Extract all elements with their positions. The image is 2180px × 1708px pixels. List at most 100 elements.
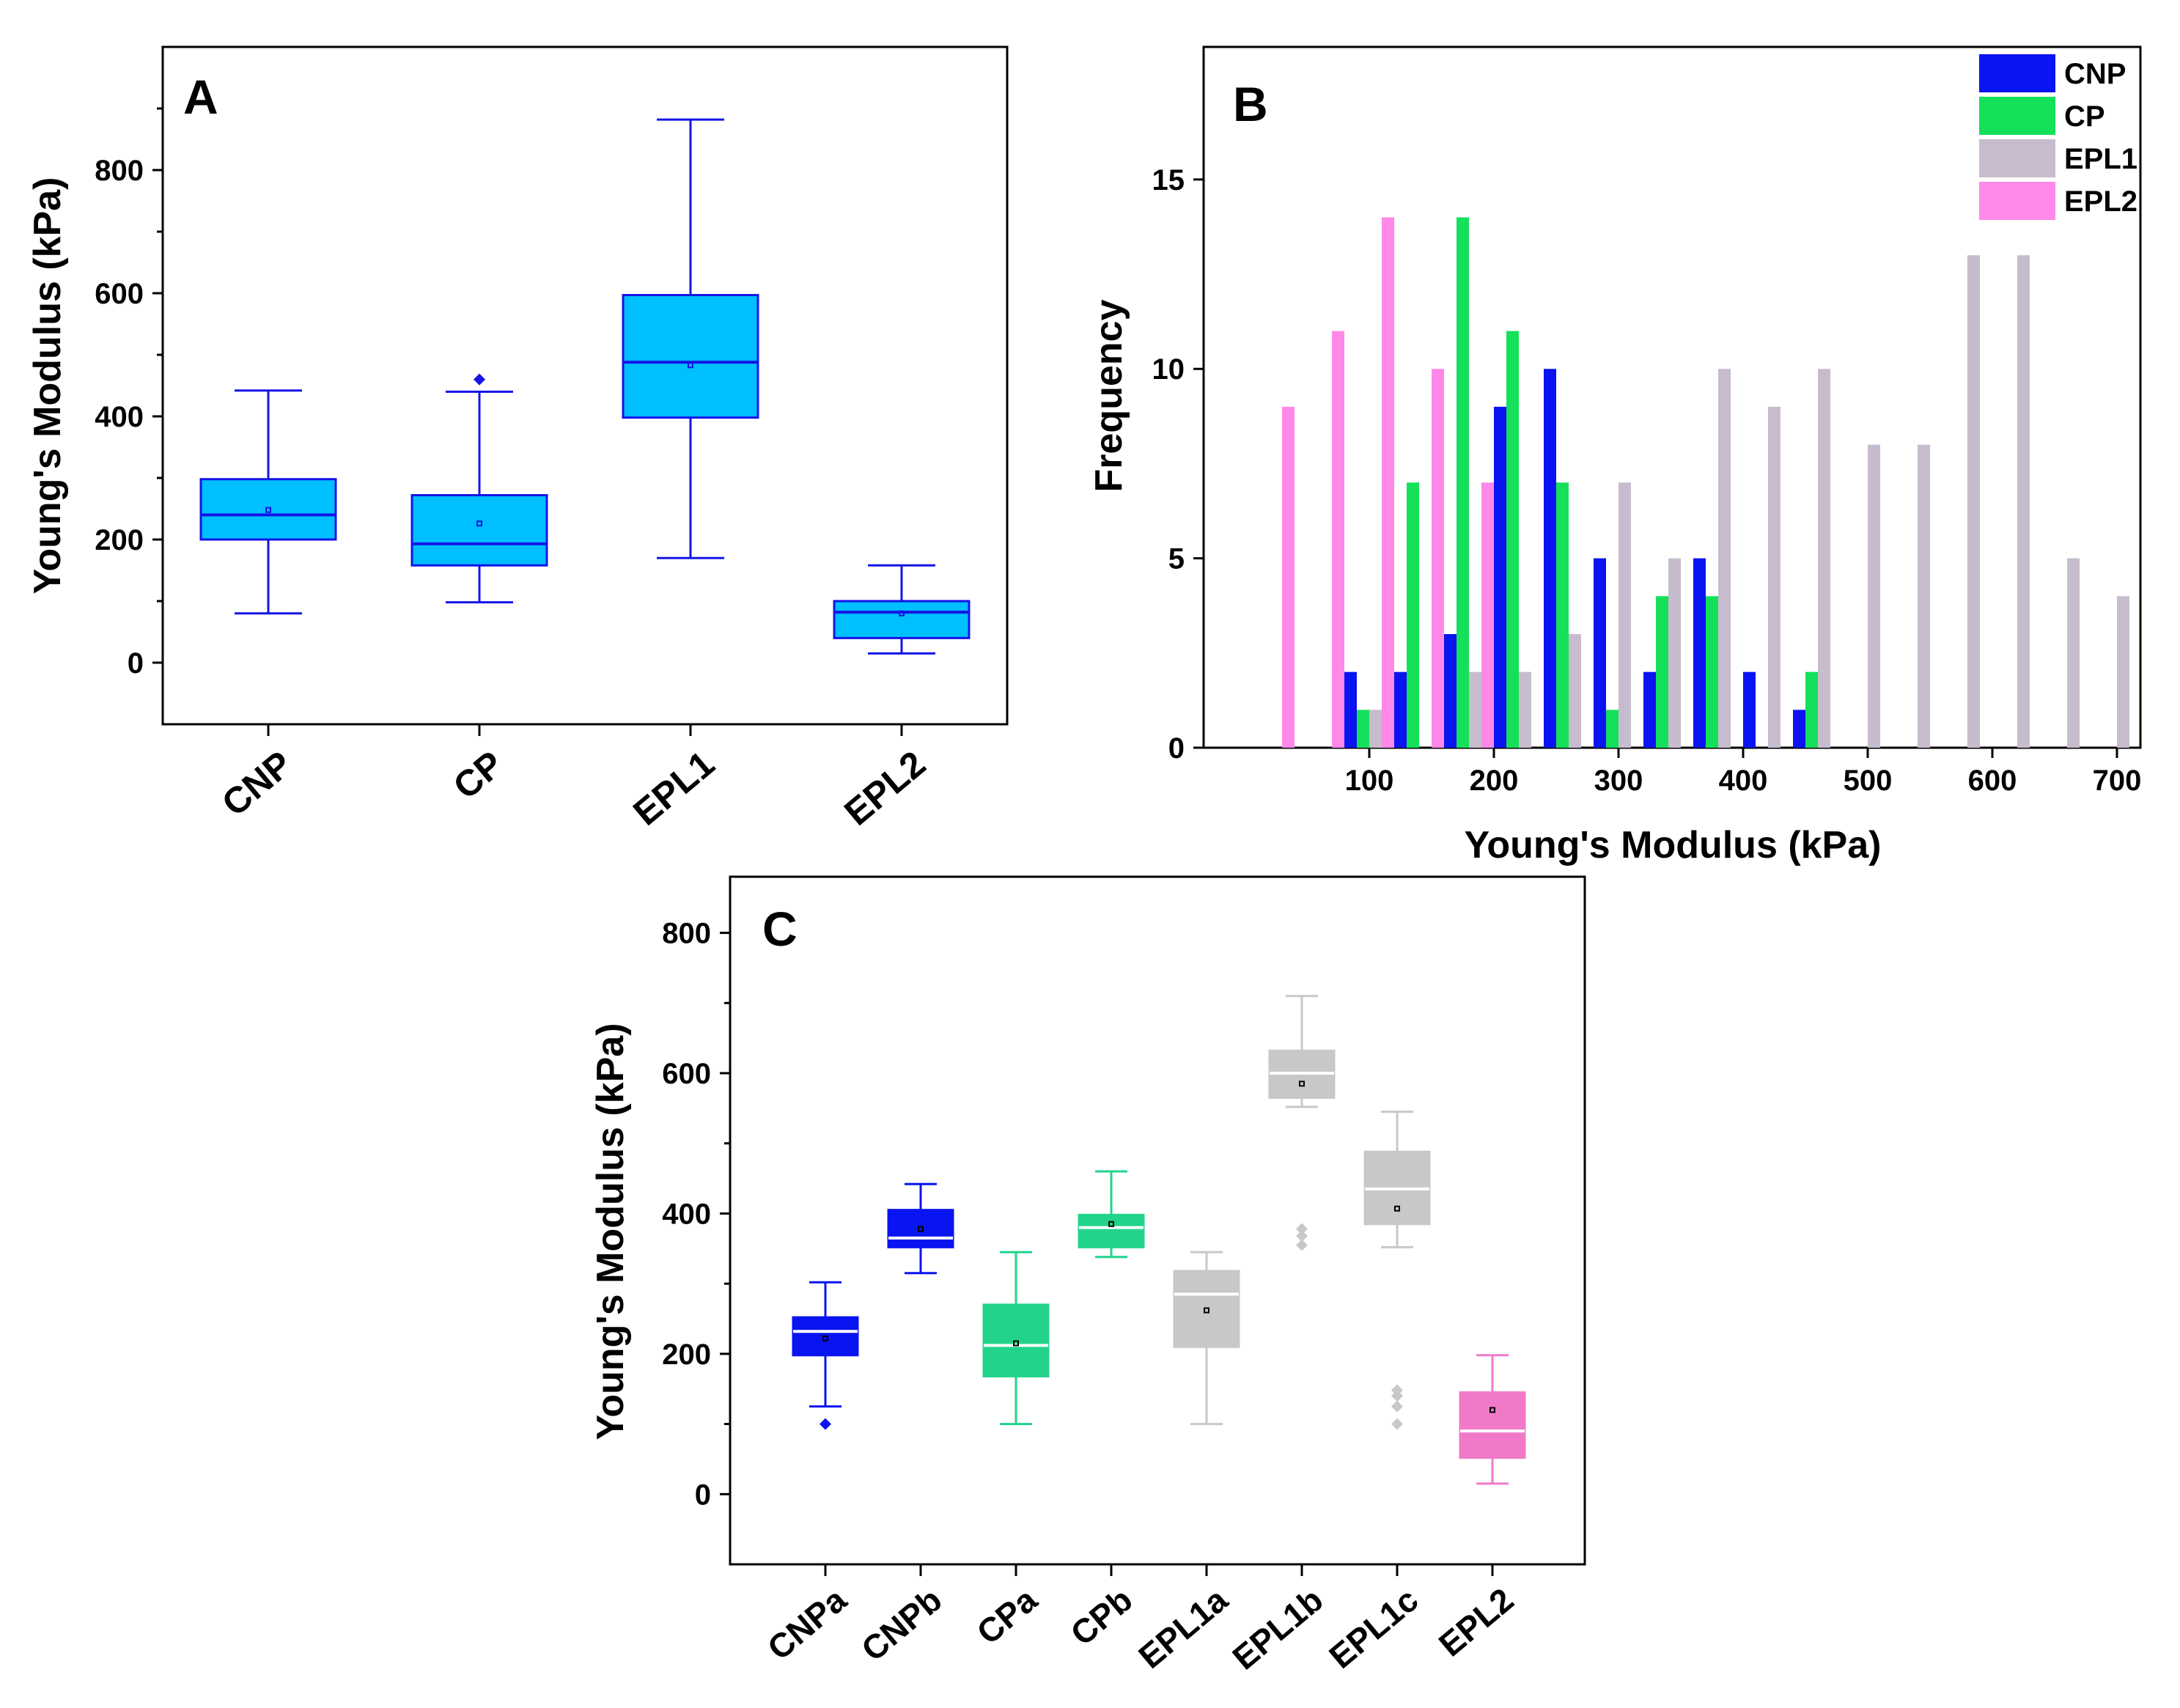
panel-b-y-axis-title: Frequency	[1088, 299, 1130, 492]
y-tick-label-5: 5	[1168, 543, 1185, 575]
y-tick-label-800: 800	[662, 918, 711, 950]
bar-cnp-460	[1793, 710, 1805, 748]
box-epl1b-outlier-2	[1296, 1223, 1308, 1235]
legend-label-cnp: CNP	[2064, 58, 2126, 90]
x-tick-label-epl1a: EPL1a	[1131, 1580, 1234, 1676]
box-epl1c-outlier-3	[1391, 1384, 1403, 1396]
panel-c-y-axis: 0 200 400 600 800	[662, 918, 730, 1511]
bar-cnp-420	[1743, 671, 1756, 748]
legend-swatch-epl2	[1979, 182, 2055, 220]
x-tick-label-100: 100	[1345, 765, 1394, 797]
panel-b-y-axis: 0 5 10 15	[1152, 164, 1204, 765]
bar-cnp-140	[1394, 671, 1407, 748]
box-cnp-mean	[265, 507, 271, 513]
y-tick-label-400: 400	[95, 401, 144, 433]
x-tick-label-epl2: EPL2	[836, 743, 933, 833]
box-cp-mean	[476, 520, 482, 527]
bar-epl1-420	[1768, 406, 1781, 748]
panel-b-letter: B	[1233, 77, 1268, 131]
box-epl1c-mean	[1394, 1205, 1400, 1212]
x-tick-label-epl2: EPL2	[1432, 1580, 1521, 1664]
x-tick-label-cpb: CPb	[1064, 1580, 1140, 1653]
bar-epl2-60	[1332, 331, 1344, 748]
box-cnpa-iqr	[792, 1316, 859, 1357]
bar-cnp-220	[1494, 406, 1506, 748]
panel-c-y-axis-title: Young's Modulus (kPa)	[589, 1023, 632, 1440]
panel-c-boxes	[792, 995, 1526, 1485]
panel-a-frame	[161, 45, 1009, 726]
y-tick-label-15: 15	[1152, 164, 1185, 196]
box-cnpb-mean	[918, 1226, 924, 1232]
y-tick-label-0: 0	[1168, 732, 1185, 765]
bar-epl2-20	[1282, 406, 1295, 748]
y-tick-label-200: 200	[95, 524, 144, 556]
panel-a-y-axis: 0 200 400 600 800	[95, 107, 163, 680]
bar-cp-340	[1656, 596, 1668, 748]
x-tick-label-epl1: EPL1	[625, 743, 722, 833]
box-epl2-mean	[1489, 1407, 1495, 1413]
bar-epl1-260	[1569, 633, 1581, 748]
x-tick-label-cnpa: CNPa	[760, 1580, 854, 1668]
legend-label-epl2: EPL2	[2064, 185, 2137, 218]
box-epl1b-outlier-1	[1296, 1230, 1308, 1243]
bar-cnp-340	[1643, 671, 1656, 748]
box-cp-outlier-0	[474, 373, 485, 386]
bar-epl1-380	[1718, 369, 1731, 748]
bar-epl1-580	[1967, 255, 1980, 748]
y-tick-label-600: 600	[95, 278, 144, 310]
x-tick-label-300: 300	[1594, 765, 1643, 797]
panel-b-x-axis-title: Young's Modulus (kPa)	[1465, 824, 1882, 866]
y-tick-label-0: 0	[128, 647, 144, 680]
bar-cp-260	[1556, 482, 1569, 748]
y-tick-label-0: 0	[695, 1479, 711, 1511]
legend-label-epl1: EPL1	[2064, 143, 2137, 175]
box-cpb-iqr	[1078, 1213, 1145, 1248]
box-epl2-iqr	[1459, 1391, 1526, 1459]
x-tick-label-epl1c: EPL1c	[1322, 1580, 1425, 1676]
y-tick-label-400: 400	[662, 1198, 711, 1230]
box-epl1a-mean	[1204, 1307, 1209, 1314]
panel-a-y-axis-title: Young's Modulus (kPa)	[26, 177, 69, 595]
bar-epl1-180	[1469, 671, 1481, 748]
panel-b-legend: CNP CP EPL1 EPL2	[1979, 54, 2137, 220]
bar-epl1-500	[1868, 444, 1880, 748]
bar-cp-220	[1506, 331, 1519, 748]
panel-a-x-axis: CNP CP EPL1 EPL2	[214, 724, 933, 833]
x-tick-label-cpa: CPa	[969, 1580, 1044, 1652]
bar-cp-460	[1805, 671, 1818, 748]
box-cp-iqr	[410, 494, 548, 567]
box-epl1c-outlier-1	[1391, 1400, 1403, 1413]
bar-epl1-620	[2017, 255, 2030, 748]
panel-b-x-axis: 100 200 300 400 500 600 700	[1345, 748, 2141, 797]
panel-a-boxes	[199, 118, 971, 655]
box-epl1a-iqr	[1173, 1270, 1240, 1348]
y-tick-label-800: 800	[95, 155, 144, 187]
box-epl1b-outlier-0	[1296, 1239, 1308, 1251]
box-cnp-iqr	[199, 478, 337, 541]
box-epl1-mean	[688, 362, 693, 369]
bar-epl1-460	[1818, 369, 1830, 748]
x-tick-label-cp: CP	[446, 743, 511, 808]
legend-swatch-cnp	[1979, 54, 2055, 92]
panel-b-histogram: 0 5 10 15 100 200 300 400 500 600 700 CNP CP EPL1 EP…	[1088, 45, 2142, 866]
bar-epl1-340	[1668, 558, 1681, 748]
bar-cnp-260	[1544, 369, 1556, 748]
legend-swatch-epl1	[1979, 139, 2055, 177]
bar-epl1-540	[1918, 444, 1930, 748]
y-tick-label-600: 600	[662, 1058, 711, 1090]
y-tick-label-10: 10	[1152, 353, 1185, 386]
bar-cp-300	[1606, 710, 1619, 748]
bar-cp-140	[1407, 482, 1419, 748]
bar-epl2-100	[1382, 217, 1394, 748]
bar-epl1-660	[2067, 558, 2080, 748]
box-cnpb-iqr	[887, 1209, 954, 1248]
bar-epl1-100	[1369, 710, 1382, 748]
bar-cnp-380	[1693, 558, 1706, 748]
bar-epl1-700	[2117, 596, 2129, 748]
panel-a-boxplot: 0 200 400 600 800 CNP CP EPL1 EPL2 A Young's Mo…	[26, 45, 1009, 833]
box-cnpa-outlier-0	[820, 1418, 831, 1430]
bar-cp-180	[1457, 217, 1469, 748]
